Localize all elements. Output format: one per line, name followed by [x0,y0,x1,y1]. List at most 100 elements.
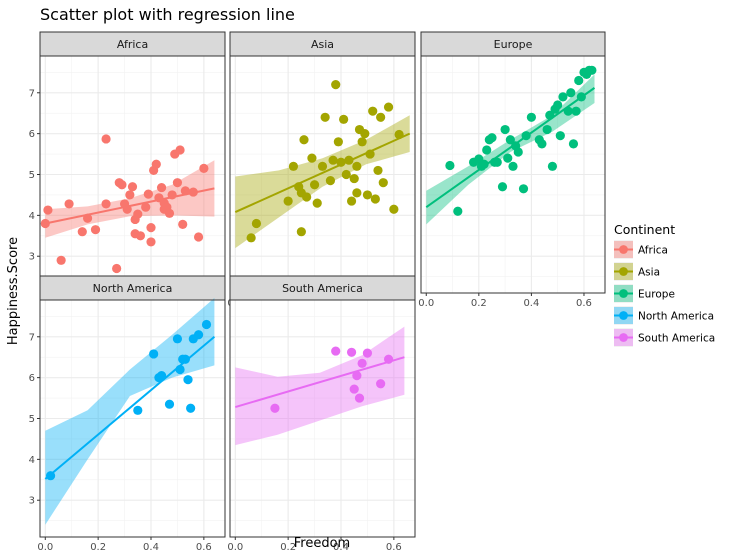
data-point [283,196,293,206]
data-point [346,347,357,357]
data-point [186,403,196,413]
data-point [77,227,87,237]
data-point [175,364,185,375]
data-point [574,75,584,86]
data-point [341,169,351,180]
data-point [482,145,492,155]
data-point [542,124,552,135]
confidence-band-north-america [45,298,215,525]
data-point [246,233,256,243]
strip-south-america [229,275,416,301]
x-tick-label: 0.0 [418,298,434,309]
data-point [537,139,547,149]
data-point [90,225,101,235]
data-point [101,199,111,209]
x-tick-label: 0.6 [386,542,402,553]
data-point [135,231,146,241]
data-point [394,129,404,140]
strip-africa [39,31,226,57]
confidence-band-europe [426,74,595,225]
data-point [336,157,346,167]
data-point [193,330,204,340]
legend-label: Asia [638,267,660,279]
data-point [331,80,341,90]
plot-title: Scatter plot with regression line [40,5,295,24]
data-point [376,379,386,389]
data-point [370,194,380,204]
data-point [45,471,56,481]
y-tick-label: 5 [29,414,35,425]
legend-label: South America [638,333,715,345]
data-point [497,182,508,192]
y-tick-label: 4 [29,455,35,466]
x-tick-label: 0.2 [471,298,487,309]
x-tick-label: 0.6 [576,298,592,309]
data-point [307,153,317,163]
data-point [172,334,183,344]
legend-key-point [619,311,628,320]
data-point [178,219,188,229]
legend-item-north-america: North America [614,306,714,325]
data-point [568,139,579,149]
data-point [133,405,143,415]
legend-item-south-america: South America [614,328,715,347]
data-point [346,196,357,206]
legend-label: Europe [638,289,675,301]
data-point [547,161,558,171]
data-point [180,354,190,364]
regression-line-south-america [235,356,405,409]
data-point [505,135,515,145]
data-point [64,199,74,209]
legend-item-asia: Asia [614,262,660,281]
data-point [383,102,394,112]
confidence-band-south-america [235,326,405,446]
data-point [378,178,388,188]
data-point [373,165,383,176]
data-point [349,384,359,394]
data-point [199,163,209,173]
data-point [299,135,309,145]
data-point [328,155,338,165]
panel-europe: Europe 0.0 0.2 0.4 0.6 [418,31,606,309]
y-tick-label: 5 [29,170,35,181]
data-point [188,187,198,197]
x-tick-label: 0.4 [523,298,539,309]
data-point [146,237,156,247]
panel-border [420,55,606,294]
legend-item-africa: Africa [614,240,668,259]
data-point [146,223,156,233]
panel-asia: Asia0.00.20.40.6 [227,31,416,309]
data-point [545,110,555,120]
data-point [339,114,349,124]
data-point [141,202,151,212]
y-tick-label: 7 [29,88,35,99]
data-point [360,129,370,139]
data-point [309,180,320,190]
x-tick-label: 0.2 [280,542,296,553]
legend-label: North America [638,311,714,323]
data-point [180,186,190,196]
data-point [453,206,463,216]
data-point [183,375,193,385]
legend-label: Africa [638,245,668,257]
data-point [151,159,161,169]
data-point [344,155,354,165]
data-point [566,88,576,98]
x-axis-title: Freedom [294,536,350,551]
data-point [101,134,111,144]
data-point [270,403,280,413]
data-point [201,319,212,330]
data-point [357,358,367,368]
x-tick-label: 0.2 [90,542,106,553]
data-point [112,263,122,274]
data-point [389,204,399,214]
y-tick-label: 6 [29,373,35,384]
data-point [521,131,531,141]
data-point [352,188,362,198]
data-point [320,112,330,122]
facet-panels: Africa34567Asia0.00.20.40.6Europe0.00.20… [29,31,606,553]
legend-key-point [619,267,628,276]
data-point [117,180,127,190]
y-tick-label: 3 [29,252,35,263]
